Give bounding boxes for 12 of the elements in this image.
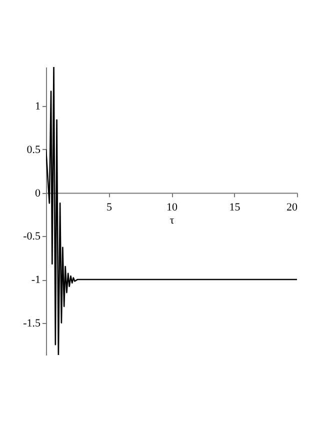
y-tick-label: 0 <box>35 187 41 200</box>
y-tick-label: -1 <box>31 274 40 286</box>
x-tick-label: 10 <box>166 201 178 214</box>
x-tick-label: 15 <box>229 201 241 214</box>
y-tick-label: 0.5 <box>26 144 41 156</box>
y-tick-label: 1 <box>35 100 40 113</box>
y-tick-label: -0.5 <box>23 230 41 243</box>
x-tick-label: 20 <box>286 201 298 214</box>
x-axis-title: τ <box>170 214 175 226</box>
y-tick-label: -1.5 <box>23 317 41 330</box>
x-tick-label: 5 <box>106 201 112 214</box>
line-series <box>46 67 297 355</box>
